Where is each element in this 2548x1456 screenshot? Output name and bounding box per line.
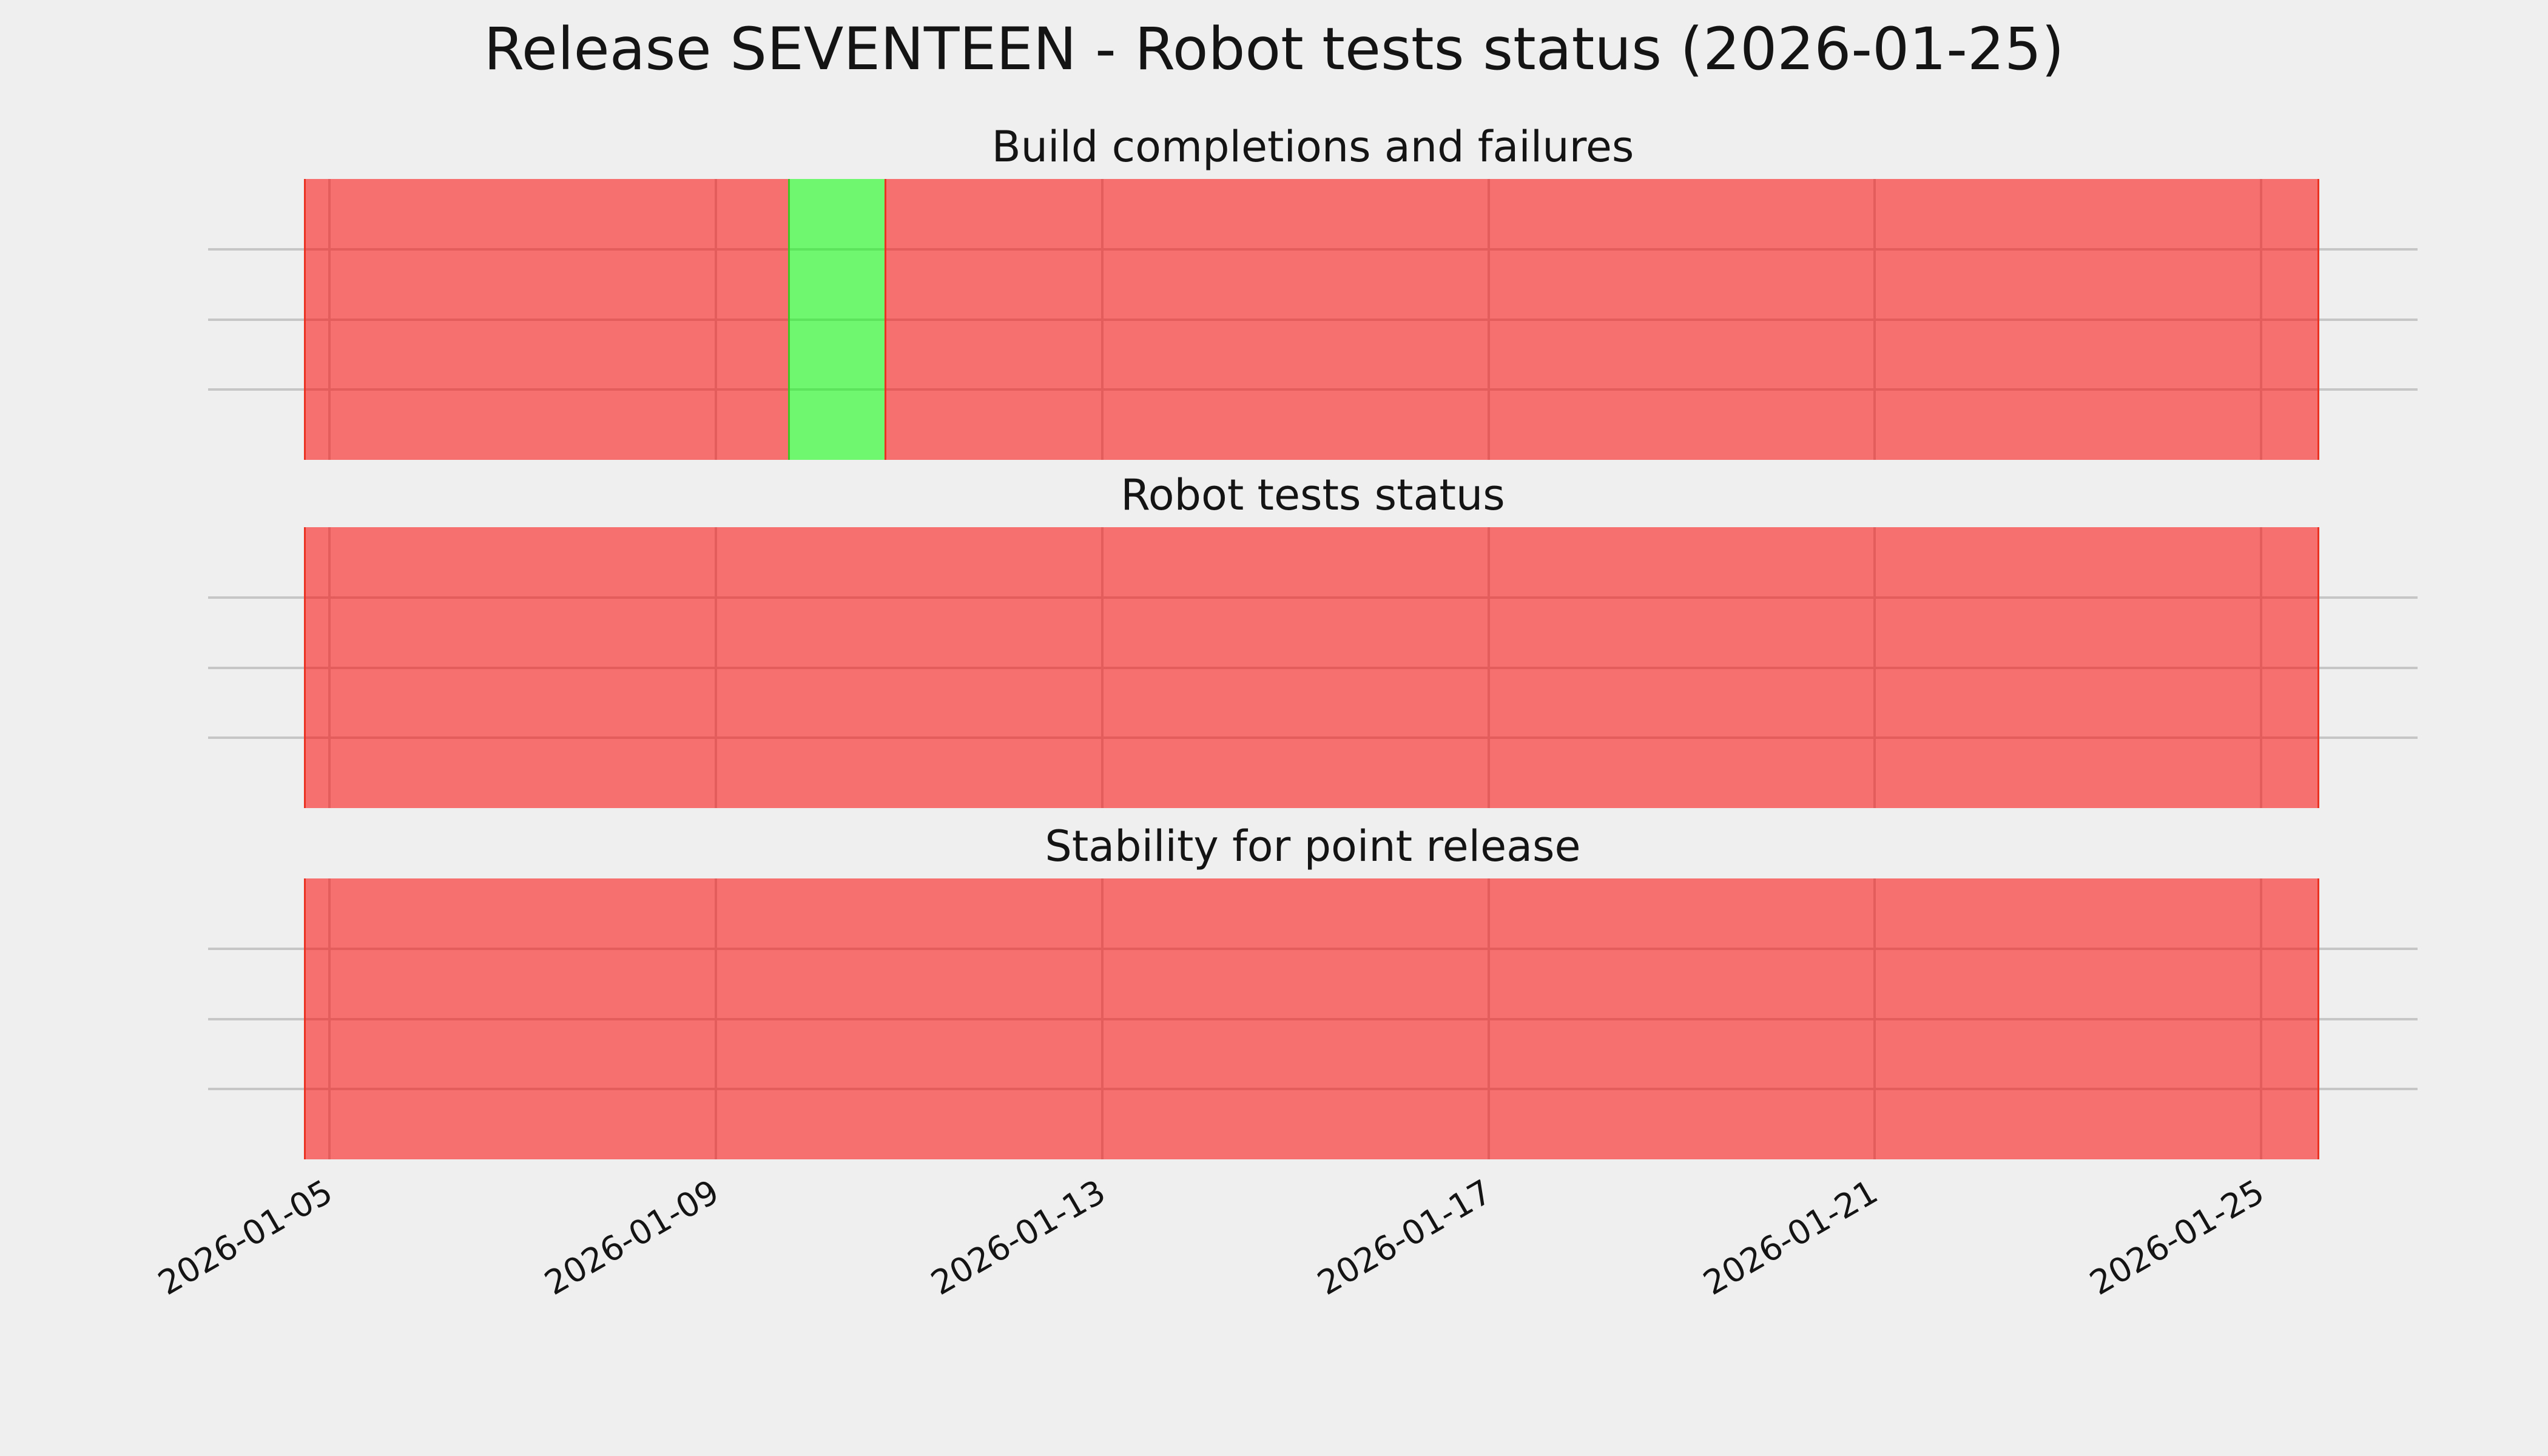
status-segment-failure — [885, 179, 2320, 460]
x-tick-label: 2026-01-13 — [925, 1172, 1112, 1303]
subplot-title-stability: Stability for point release — [1045, 821, 1581, 871]
plot-area-build — [208, 179, 2418, 460]
subplot-title-build: Build completions and failures — [991, 122, 1634, 172]
status-band — [303, 878, 2320, 1159]
x-tick-label: 2026-01-25 — [2083, 1172, 2271, 1303]
figure-title: Release SEVENTEEN - Robot tests status (… — [484, 15, 2064, 83]
x-tick-label: 2026-01-21 — [1697, 1172, 1884, 1303]
plot-area-stability — [208, 878, 2418, 1159]
status-segment-success — [787, 179, 885, 460]
x-tick-label: 2026-01-17 — [1311, 1172, 1498, 1303]
x-tick-label: 2026-01-09 — [538, 1172, 726, 1303]
x-tick-label: 2026-01-05 — [152, 1172, 339, 1303]
subplot-title-robot-tests: Robot tests status — [1121, 470, 1505, 520]
status-segment-failure — [303, 179, 788, 460]
plot-area-robot-tests — [208, 527, 2418, 808]
status-segment-failure — [303, 878, 2320, 1159]
status-segment-failure — [303, 527, 2320, 808]
status-band — [303, 527, 2320, 808]
status-band — [303, 179, 2320, 460]
